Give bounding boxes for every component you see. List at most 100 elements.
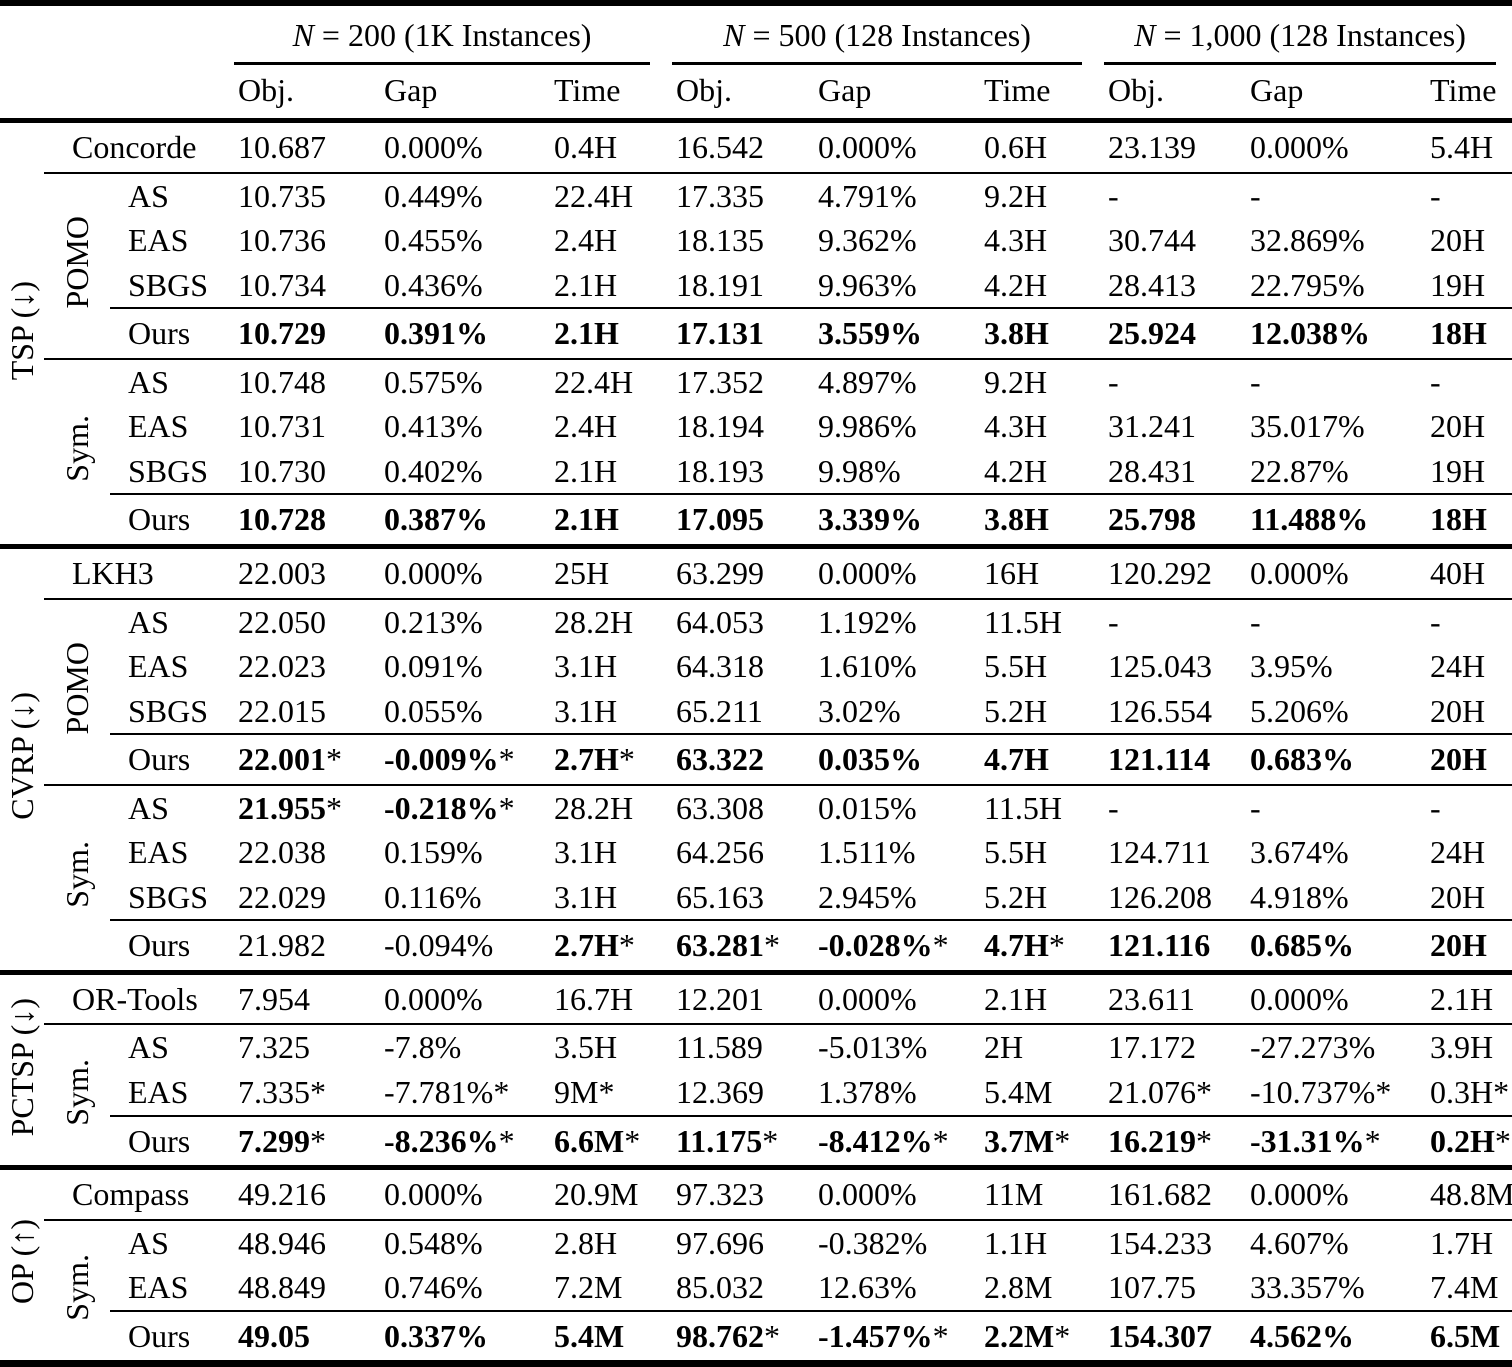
cell-n200-gap: -8.236%* — [374, 1115, 544, 1171]
cell-n500-gap: 1.378% — [808, 1070, 975, 1117]
cell-n200-time: 3.1H — [544, 874, 667, 922]
cell-n200-time: 2.1H — [544, 262, 667, 310]
cell-n500-time: 4.7H — [974, 734, 1099, 786]
significance-asterisk: * — [764, 927, 781, 964]
significance-asterisk: * — [326, 789, 342, 826]
cell-n500-gap: 0.000% — [808, 120, 975, 174]
cell-n500-time: 5.5H — [984, 648, 1048, 685]
cell-n500-obj: 65.163 — [666, 874, 809, 922]
cell-n200-gap: 0.413% — [384, 408, 483, 445]
cell-n1000-gap: - — [1250, 363, 1261, 400]
table-row: Ours 49.05 0.337% 5.4M 98.762* -1.457%* 2.2M* 1… — [0, 1310, 1512, 1367]
cell-n500-gap: 9.986% — [818, 408, 917, 445]
cell-n200-time: 16.7H — [544, 972, 667, 1026]
cell-n500-time: 3.8H — [974, 308, 1099, 360]
cell-n1000-obj: 30.744 — [1108, 222, 1197, 259]
cell-n500-time: 16H — [974, 546, 1099, 600]
cell-n1000-gap: -10.737%* — [1240, 1070, 1421, 1117]
cell-n200-obj: 10.748 — [238, 363, 326, 400]
group-label-sym: Sym. — [44, 784, 110, 975]
significance-asterisk: * — [326, 741, 342, 778]
cell-n1000-time: 20H — [1420, 874, 1512, 922]
table-row: POMO AS 10.735 0.449% 22.4H 17.335 4.791% 9.2H -… — [0, 172, 1512, 360]
significance-asterisk: * — [498, 741, 515, 778]
cell-n500-time: 2H — [984, 1029, 1024, 1066]
cell-n500-obj: 63.299 — [666, 546, 809, 600]
method-label: EAS — [110, 1265, 228, 1312]
cell-n200-time: 2.4H — [554, 222, 618, 259]
cell-n200-time: 6.6M* — [544, 1115, 667, 1171]
significance-asterisk: * — [1048, 927, 1065, 964]
cell-n1000-obj: 154.233 — [1108, 1224, 1213, 1261]
cell-n1000-time: 24H — [1430, 648, 1486, 685]
cell-n200-time: 2.7H* — [544, 734, 667, 786]
cell-n500-obj: 18.193 — [666, 448, 809, 496]
cell-n500-gap: 1.192% — [818, 603, 917, 640]
col-group-header: N = 200 (1K Instances) — [228, 0, 667, 65]
col-group-label: N = 1,000 (128 Instances) — [1104, 18, 1497, 65]
cell-n500-obj: 63.308 — [676, 789, 765, 826]
table-row: OP (↑) Compass 49.216 0.000% 20.9M 97.323 0.00… — [0, 1167, 1512, 1367]
problem-label-text: TSP (↓) — [3, 280, 40, 380]
group-label-text: Sym. — [58, 1253, 95, 1321]
cell-n1000-obj: - — [1108, 603, 1119, 640]
cell-n1000-time: 20H — [1430, 222, 1486, 259]
cell-n200-time: 3.1H — [544, 688, 667, 736]
cell-n1000-gap: 0.000% — [1240, 972, 1421, 1026]
significance-asterisk: * — [618, 927, 635, 964]
problem-label-pctsp: PCTSP (↓) — [0, 972, 44, 1171]
cell-n200-time: 3.1H — [554, 648, 618, 685]
col-group-header: N = 500 (128 Instances) — [666, 0, 1099, 65]
method-label-ours: Ours — [110, 734, 228, 786]
cell-n200-time: 2.1H — [544, 308, 667, 360]
cell-n200-time: 9M* — [544, 1070, 667, 1117]
table-row: SBGS 10.734 0.436% 2.1H 18.191 9.963% 4.2H 28.4… — [0, 262, 1512, 310]
cell-n200-obj: 48.946 — [238, 1224, 326, 1261]
cell-n500-gap: 0.000% — [808, 546, 975, 600]
cell-n500-gap: 4.897% — [818, 363, 917, 400]
cell-n1000-time: 0.3H* — [1420, 1070, 1512, 1117]
cell-n1000-time: - — [1430, 603, 1441, 640]
cell-n500-time: 11M — [974, 1167, 1099, 1221]
cell-n500-obj: 97.323 — [666, 1167, 809, 1221]
cell-n200-time: 25H — [544, 546, 667, 600]
cell-n1000-time: 3.9H — [1430, 1029, 1494, 1066]
group-label-text: Sym. — [58, 841, 95, 908]
cell-n1000-obj: 126.208 — [1098, 874, 1241, 922]
table-row: SBGS 22.015 0.055% 3.1H 65.211 3.02% 5.2H 126.5… — [0, 688, 1512, 736]
table-row: Sym. AS 21.955* -0.218%* 28.2H 63.308 0.015% 11… — [0, 784, 1512, 975]
cell-n200-gap: 0.000% — [374, 546, 544, 600]
col-group-label: N = 500 (128 Instances) — [672, 18, 1083, 65]
cell-n200-gap: 0.116% — [374, 874, 544, 922]
cell-n1000-obj: 126.554 — [1098, 688, 1241, 736]
cell-n500-gap: -8.412%* — [808, 1115, 975, 1171]
table-row: EAS 10.731 0.413% 2.4H 18.194 9.986% 4.3H 31.24… — [0, 404, 1512, 449]
col-header-n500-gap: Gap — [808, 64, 975, 124]
cell-n500-time: 4.7H* — [974, 920, 1099, 975]
significance-asterisk: * — [310, 1074, 326, 1111]
cell-n1000-obj: 28.431 — [1098, 448, 1241, 496]
significance-asterisk: * — [1493, 1074, 1510, 1111]
cell-n1000-time: 7.4M — [1420, 1265, 1512, 1312]
cell-n500-gap: 3.559% — [808, 308, 975, 360]
significance-asterisk: * — [1494, 1122, 1511, 1159]
method-label: AS — [128, 177, 169, 214]
cell-n500-obj: 63.281* — [666, 920, 809, 975]
cell-n200-obj: 10.729 — [228, 308, 374, 360]
method-label: SBGS — [110, 448, 228, 496]
problem-label-op: OP (↑) — [0, 1167, 44, 1367]
cell-n200-obj: 22.029 — [228, 874, 374, 922]
problem-label-text: OP (↑) — [3, 1219, 40, 1305]
method-label: SBGS — [110, 688, 228, 736]
table-header: N = 200 (1K Instances) N = 500 (128 Insta… — [0, 0, 1512, 124]
col-header-n200-obj: Obj. — [228, 64, 374, 124]
cell-n500-obj: 64.318 — [676, 648, 765, 685]
group-label-pomo: POMO — [44, 172, 110, 360]
group-label-sym: Sym. — [44, 1219, 110, 1367]
cell-n1000-time: 20H — [1420, 734, 1512, 786]
significance-asterisk: * — [762, 1122, 779, 1159]
cell-n500-gap: 0.015% — [818, 789, 917, 826]
cell-n200-gap: 0.548% — [384, 1224, 483, 1261]
cell-n200-obj: 22.001* — [228, 734, 374, 786]
significance-asterisk: * — [1054, 1122, 1071, 1159]
